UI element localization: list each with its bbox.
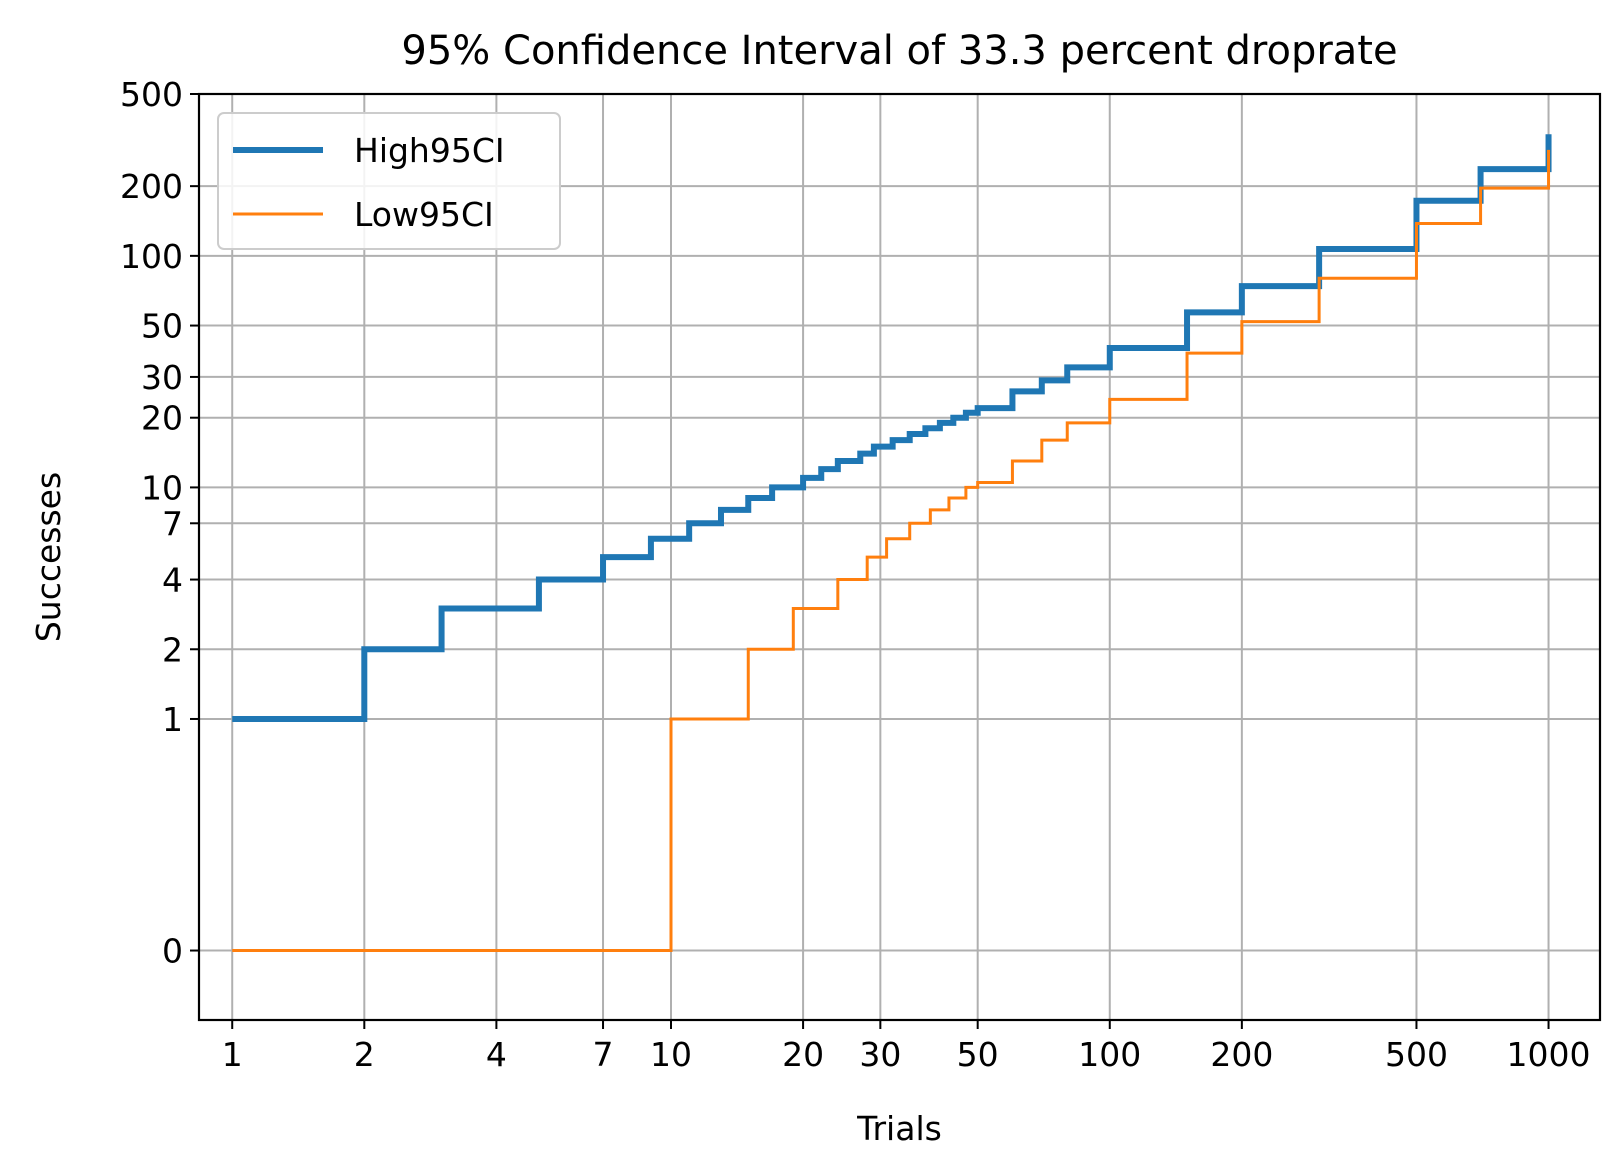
x-tick-label: 50 <box>957 1035 999 1074</box>
chart-title: 95% Confidence Interval of 33.3 percent … <box>401 28 1397 74</box>
x-axis-label: Trials <box>856 1109 942 1148</box>
x-tick-label: 10 <box>650 1035 692 1074</box>
legend-label: Low95CI <box>354 195 494 234</box>
y-tick-label: 7 <box>162 504 183 543</box>
legend: High95CI Low95CI <box>217 112 561 250</box>
y-tick-label: 4 <box>162 561 183 600</box>
y-tick-label: 0 <box>162 932 183 971</box>
x-tick-label: 1 <box>222 1035 243 1074</box>
x-tick-label: 20 <box>782 1035 824 1074</box>
y-tick-label: 10 <box>141 468 183 507</box>
x-tick-label: 100 <box>1078 1035 1141 1074</box>
x-tick-label: 2 <box>354 1035 375 1074</box>
y-tick-label: 1 <box>162 700 183 739</box>
y-tick-label: 500 <box>120 75 183 114</box>
x-tick-label: 7 <box>593 1035 614 1074</box>
y-tick-label: 20 <box>141 399 183 438</box>
x-tick-label: 30 <box>859 1035 901 1074</box>
y-tick-label: 30 <box>141 358 183 397</box>
x-tick-label: 200 <box>1210 1035 1273 1074</box>
series-line-low95ci <box>232 149 1551 953</box>
x-tick-label: 4 <box>486 1035 507 1074</box>
y-tick-label: 100 <box>120 237 183 276</box>
y-tick-label: 2 <box>162 630 183 669</box>
x-tick-label: 500 <box>1385 1035 1448 1074</box>
series-layer <box>232 134 1552 953</box>
x-tick-label: 1000 <box>1507 1035 1591 1074</box>
y-tick-label: 50 <box>141 307 183 346</box>
y-axis-label: Successes <box>29 472 68 642</box>
series-line-high95ci <box>232 134 1552 722</box>
plot-frame <box>197 92 1602 1022</box>
legend-label: High95CI <box>354 131 505 170</box>
y-tick-label: 200 <box>120 167 183 206</box>
tick-layer: 1 2 4 7 10 20 30 50 100 200 500 1000012471020305010… <box>120 75 1591 1074</box>
